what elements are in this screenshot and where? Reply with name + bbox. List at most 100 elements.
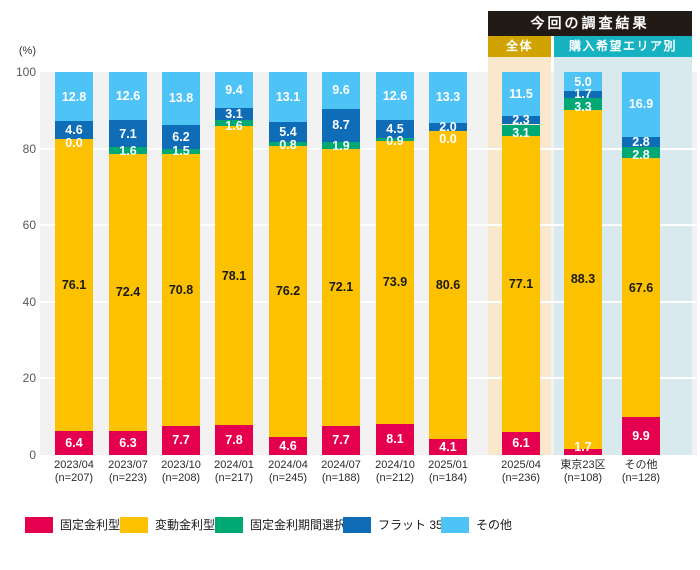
bar-segment — [162, 425, 200, 455]
segment-value-label: 11.5 — [509, 86, 533, 101]
x-tick-label: 2024/10 (n=212) — [353, 459, 437, 485]
legend-label: 変動金利型 — [155, 518, 216, 532]
legend-label: その他 — [476, 518, 513, 532]
segment-value-label: 72.1 — [328, 280, 354, 295]
gridline — [40, 300, 697, 303]
bar-segment — [109, 153, 147, 431]
bar-segment — [564, 448, 602, 455]
bar-segment — [269, 142, 307, 146]
segment-value-label: 76.2 — [275, 284, 301, 299]
gridline — [40, 147, 697, 150]
segment-value-label: 12.6 — [115, 89, 141, 104]
segment-value-label: 70.8 — [168, 282, 194, 297]
bar-group: 16.9 2.8 2.8 67.6 9.9 — [622, 72, 660, 455]
segment-value-label: 13.3 — [435, 90, 461, 105]
segment-value-label: 6.2 — [172, 129, 190, 144]
bar-segment — [269, 145, 307, 438]
segment-value-label: 7.1 — [119, 126, 137, 141]
legend-label: 固定金利型 — [60, 518, 121, 532]
segment-value-label: 3.1 — [512, 125, 530, 140]
segment-value-label: 13.8 — [168, 91, 194, 106]
bar-segment — [502, 115, 540, 125]
x-tick-sample-size: (n=212) — [375, 472, 415, 484]
x-tick-category: 2024/01 — [214, 459, 254, 471]
x-tick-category: 2023/04 — [54, 459, 94, 471]
legend-item: 固定金利期間選択型 — [215, 517, 358, 533]
bar-segment — [376, 72, 414, 121]
bar-segment — [269, 121, 307, 143]
legend-item: その他 — [441, 517, 512, 533]
x-tick-label: 2023/10 (n=208) — [139, 459, 223, 485]
gridline — [40, 224, 697, 227]
bar-segment — [502, 136, 540, 432]
bar-segment — [376, 120, 414, 138]
segment-value-label: 0.9 — [386, 134, 404, 149]
gridline — [40, 377, 697, 380]
bar-segment — [55, 139, 93, 431]
bar-segment — [322, 108, 360, 143]
segment-value-label: 76.1 — [61, 277, 87, 292]
bar-group: 12.6 7.1 1.6 72.4 6.3 — [109, 72, 147, 455]
y-tick-label: 60 — [22, 218, 36, 233]
legend-item: 変動金利型 — [120, 517, 215, 533]
legend-swatch — [25, 517, 53, 533]
legend-label: フラット 35 — [378, 518, 443, 532]
bar-segment — [215, 108, 253, 120]
bar-segment — [564, 110, 602, 449]
bar-segment — [622, 147, 660, 159]
x-tick-label: 2024/04 (n=245) — [246, 459, 330, 485]
x-tick-category: 2024/10 — [375, 459, 415, 471]
segment-value-label: 3.3 — [574, 99, 592, 114]
x-tick-sample-size: (n=188) — [321, 472, 361, 484]
legend-swatch — [120, 517, 148, 533]
x-tick-label: 東京23区 (n=108) — [541, 459, 625, 485]
bar-segment — [564, 72, 602, 92]
y-tick-label: 40 — [22, 294, 36, 309]
segment-value-label: 5.4 — [279, 125, 297, 140]
legend-item: フラット 35 — [343, 517, 443, 533]
bar-segment — [429, 439, 467, 455]
bar-segment — [502, 431, 540, 455]
segment-value-label: 4.6 — [279, 439, 297, 454]
legend-swatch — [441, 517, 469, 533]
x-tick-label: 2025/01 (n=184) — [406, 459, 490, 485]
y-tick-label: 80 — [22, 141, 36, 156]
bar-segment — [55, 430, 93, 455]
x-tick-sample-size: (n=217) — [214, 472, 254, 484]
segment-value-label: 2.3 — [512, 113, 530, 128]
x-tick-category: 2024/07 — [321, 459, 361, 471]
x-tick-label: 2024/01 (n=217) — [192, 459, 276, 485]
segment-value-label: 4.1 — [439, 440, 457, 454]
x-tick-label: その他 (n=128) — [599, 459, 683, 485]
segment-value-label: 73.9 — [382, 275, 408, 290]
area-column-header: 購入希望エリア別 — [554, 36, 692, 57]
legend-item: 固定金利型 — [25, 517, 120, 533]
segment-value-label: 5.0 — [574, 74, 592, 89]
x-tick-sample-size: (n=184) — [428, 472, 468, 484]
x-tick-label: 2023/04 (n=207) — [32, 459, 116, 485]
x-tick-sample-size: (n=128) — [621, 472, 661, 484]
segment-value-label: 72.4 — [115, 285, 141, 300]
segment-value-label: 6.3 — [119, 435, 137, 450]
bar-segment — [269, 437, 307, 455]
bar-segment — [162, 72, 200, 125]
bar-segment — [429, 72, 467, 123]
bar-segment — [564, 97, 602, 111]
bar-group: 11.5 2.3 3.1 77.1 6.1 — [502, 71, 540, 455]
bar-group: 13.8 6.2 1.5 70.8 7.7 — [162, 72, 200, 455]
bar-segment — [215, 126, 253, 426]
x-tick-category: 2023/07 — [108, 459, 148, 471]
x-tick-sample-size: (n=236) — [501, 472, 541, 484]
segment-value-label: 8.7 — [332, 118, 350, 133]
segment-value-label: 0.0 — [439, 132, 457, 147]
y-tick-label: 0 — [29, 448, 36, 462]
x-tick-label: 2024/07 (n=188) — [299, 459, 383, 485]
segment-value-label: 13.1 — [275, 89, 301, 104]
bar-group: 5.0 1.7 3.3 88.3 1.7 — [564, 72, 602, 455]
x-tick-label: 2025/04 (n=236) — [479, 459, 563, 485]
segment-value-label: 16.9 — [628, 97, 654, 112]
bar-segment — [215, 72, 253, 109]
x-tick-category: 2025/04 — [501, 459, 541, 471]
bar-segment — [215, 425, 253, 455]
y-axis-unit-label: (%) — [18, 45, 36, 57]
